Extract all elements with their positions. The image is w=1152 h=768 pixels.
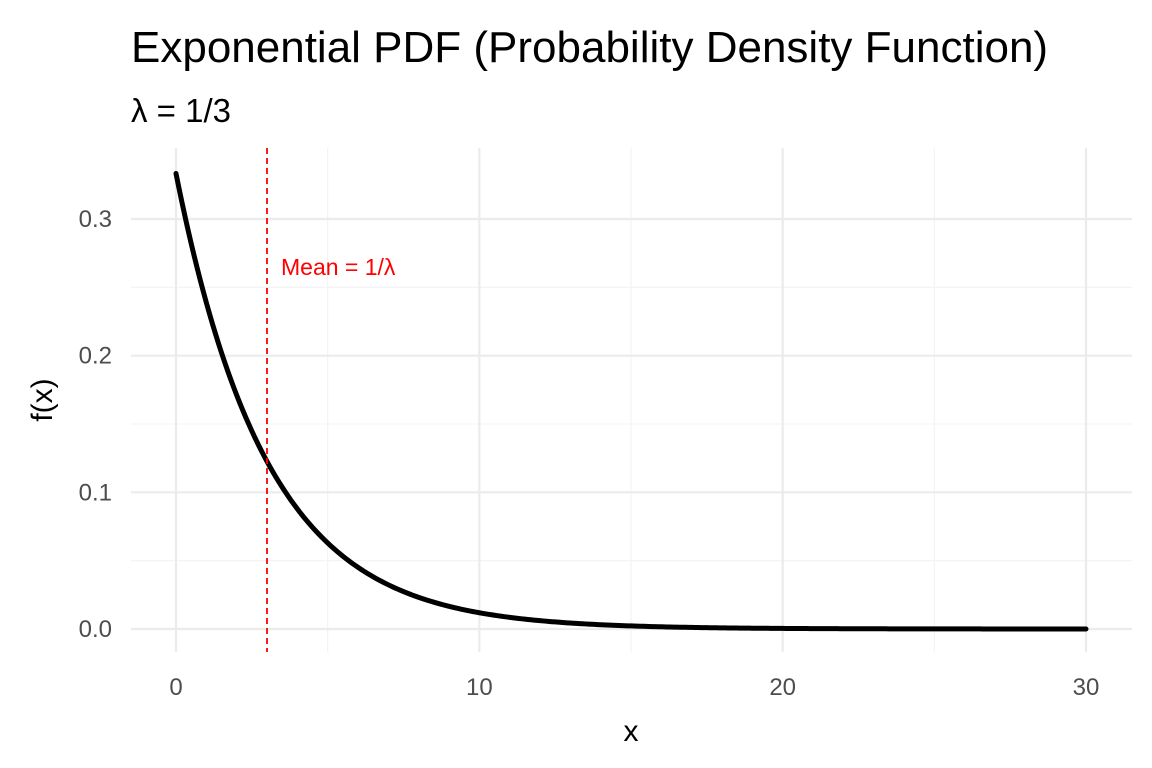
x-tick-label: 30	[1073, 674, 1100, 701]
x-axis-title: x	[624, 715, 639, 748]
series-layer	[173, 170, 1089, 632]
chart-subtitle: λ = 1/3	[131, 92, 231, 129]
y-axis-title: f(x)	[26, 378, 59, 421]
y-tick-label: 0.2	[79, 343, 112, 370]
y-tick-label: 0.0	[79, 616, 112, 643]
x-tick-label: 20	[769, 674, 796, 701]
major-gridlines	[131, 148, 1132, 652]
y-axis-tick-labels: 0.0 0.1 0.2 0.3	[79, 206, 112, 643]
density-curve	[173, 170, 1089, 632]
x-tick-label: 0	[169, 674, 182, 701]
chart-title: Exponential PDF (Probability Density Fun…	[131, 23, 1048, 72]
mean-annotation: Mean = 1/λ	[281, 254, 396, 280]
x-tick-label: 10	[466, 674, 493, 701]
minor-gridlines	[131, 148, 1132, 652]
x-axis-tick-labels: 0 10 20 30	[169, 674, 1099, 701]
y-tick-label: 0.1	[79, 479, 112, 506]
y-tick-label: 0.3	[79, 206, 112, 233]
